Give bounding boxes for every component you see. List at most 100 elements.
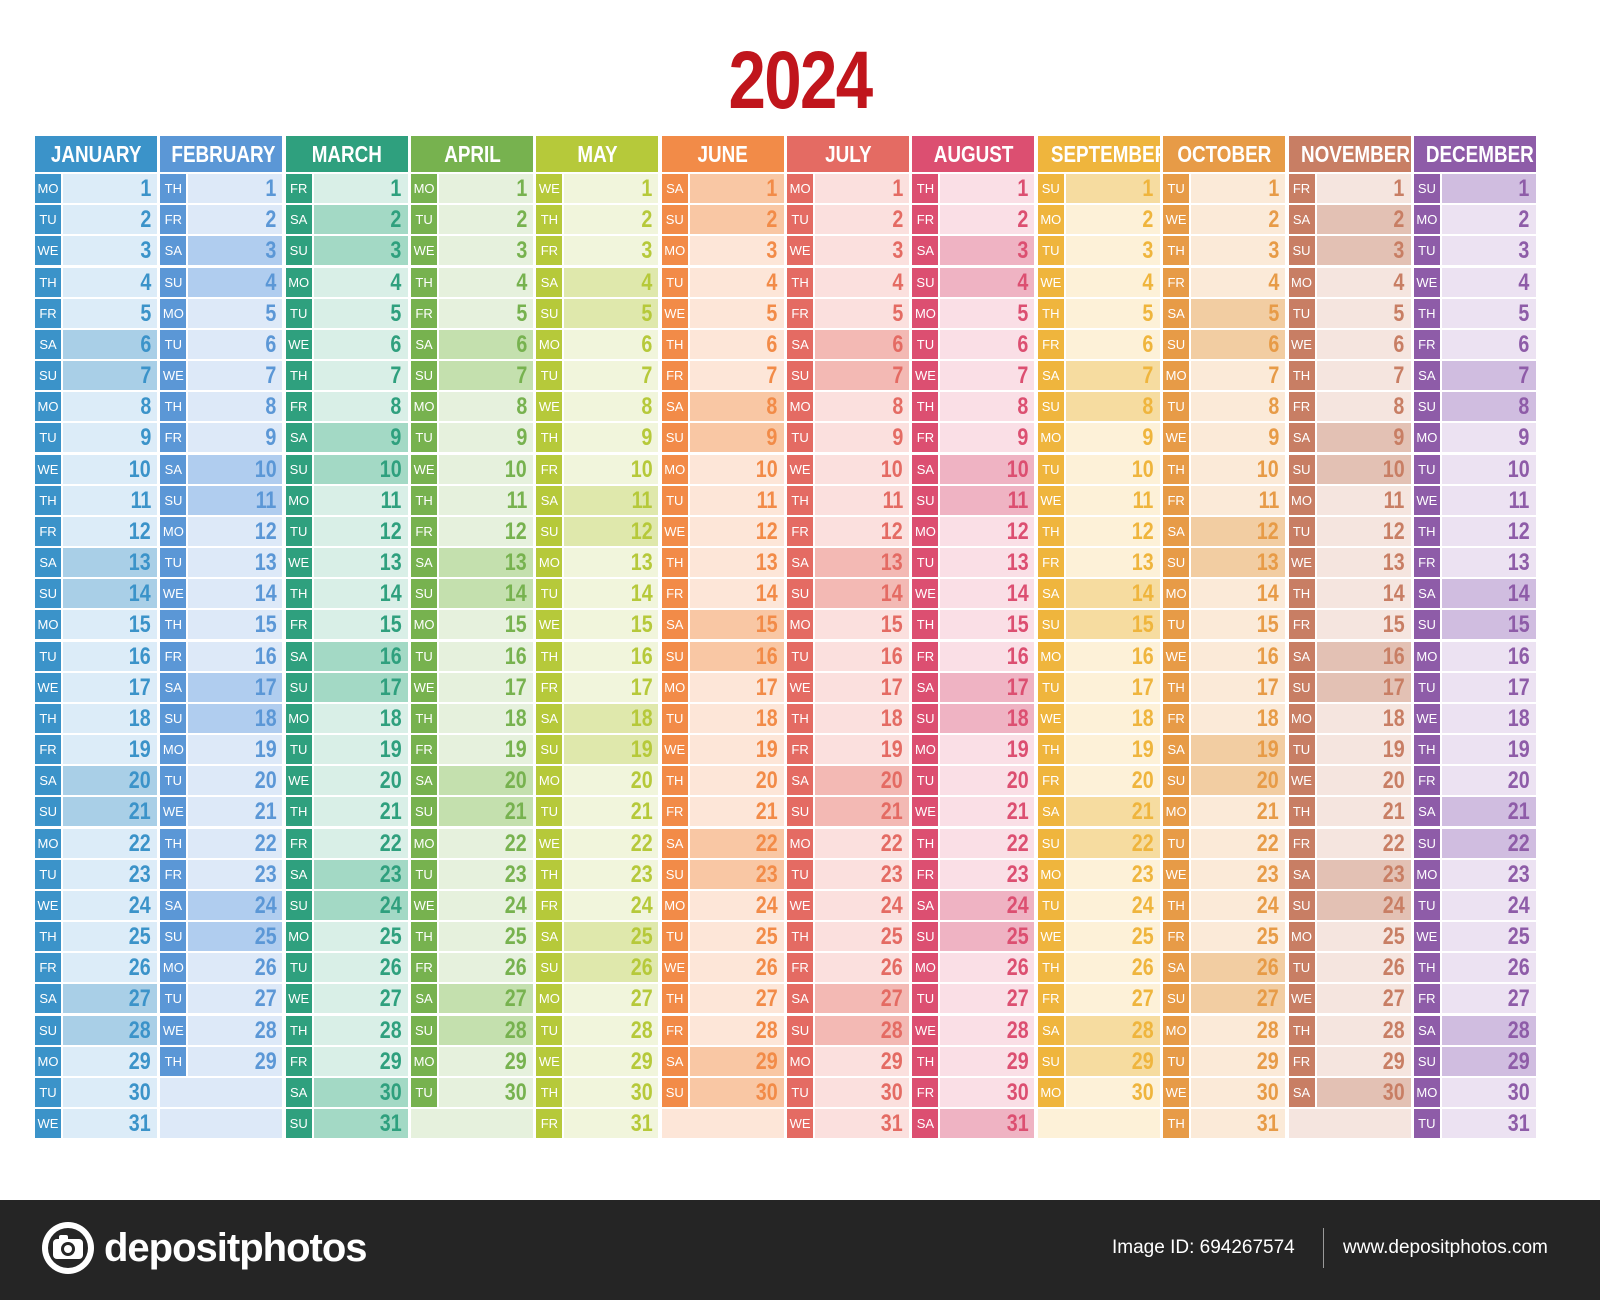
weekend-day-cell: 9	[313, 423, 408, 453]
weekday-label: TU	[411, 205, 438, 235]
day-row: MO 15	[411, 610, 534, 640]
day-row: SA 24	[912, 890, 1035, 920]
weekday-label: WE	[912, 579, 939, 609]
day-cell: 6	[313, 329, 408, 359]
day-cell: 17	[564, 672, 659, 702]
weekday-label: SA	[912, 672, 939, 702]
weekday-label: MO	[536, 766, 563, 796]
weekday-label: WE	[35, 672, 61, 702]
day-cell: 1	[1316, 174, 1411, 203]
day-cell: 23	[63, 859, 157, 889]
weekday-label: SU	[285, 890, 312, 920]
weekday-label: TH	[285, 579, 312, 609]
day-cell: 20	[1441, 766, 1536, 796]
weekday-label: MO	[411, 1046, 438, 1076]
day-number: 26	[505, 954, 528, 982]
weekday-label: TU	[661, 922, 688, 952]
weekday-label: SA	[661, 828, 688, 858]
day-number: 22	[1257, 829, 1280, 857]
calendar-year-title: 2024	[728, 35, 873, 126]
day-cell: 10	[1441, 454, 1536, 484]
weekday-label: SA	[411, 766, 438, 796]
day-number: 14	[254, 580, 277, 608]
day-number: 17	[1382, 673, 1405, 701]
day-row: TU 23	[411, 859, 534, 889]
month-column-august: AUGUST TH 1 FR 2 SA 3 SU 4 MO 5 TU 6 WE 7 TH 8 FR 9 SA 10 SU 1…	[912, 136, 1035, 1159]
day-number: 14	[505, 580, 528, 608]
day-row: FR 12	[35, 516, 157, 546]
day-row: TH 22	[912, 828, 1035, 858]
day-row: TH 1	[912, 174, 1035, 203]
weekday-label: SA	[1288, 1077, 1315, 1107]
site-url-link[interactable]: www.depositphotos.com	[1343, 1237, 1548, 1258]
day-number: 18	[755, 704, 778, 732]
day-number: 5	[140, 299, 151, 327]
day-number: 2	[1268, 206, 1280, 234]
day-row: TH 22	[160, 828, 283, 858]
day-number: 7	[140, 362, 151, 390]
month-header: MARCH	[285, 136, 408, 172]
weekend-day-cell: 31	[313, 1109, 408, 1139]
weekday-label: SA	[285, 859, 312, 889]
day-number: 4	[1268, 268, 1280, 296]
month-column-january: JANUARY MO 1 TU 2 WE 3 TH 4 FR 5 SA 6 SU 7 MO 8 TU 9 WE 10 TH…	[35, 136, 157, 1159]
weekday-label: FR	[661, 579, 688, 609]
weekend-day-cell: 2	[1316, 205, 1411, 235]
day-row: FR 20	[1413, 766, 1536, 796]
month-name: MAY	[577, 141, 618, 167]
weekday-label: FR	[1288, 1046, 1315, 1076]
day-number: 11	[1007, 486, 1029, 514]
day-cell: 1	[313, 174, 408, 203]
day-cell: 23	[564, 859, 659, 889]
weekday-label: WE	[661, 953, 688, 983]
day-number: 6	[516, 330, 528, 358]
day-number: 10	[505, 455, 528, 483]
day-cell: 31	[1441, 1109, 1536, 1139]
day-cell: 18	[63, 703, 157, 733]
day-number: 15	[1257, 611, 1280, 639]
day-number: 27	[1382, 985, 1405, 1013]
day-row: MO 6	[536, 329, 659, 359]
weekday-label: FR	[661, 1015, 688, 1045]
weekday-label: MO	[1037, 641, 1064, 671]
day-row: FR 19	[411, 735, 534, 765]
weekday-label: FR	[1288, 392, 1315, 422]
day-row: WE 29	[536, 1046, 659, 1076]
day-row: FR 1	[285, 174, 408, 203]
day-cell: 6	[564, 329, 659, 359]
weekday-label: WE	[536, 392, 563, 422]
day-row: SA 30	[1288, 1077, 1411, 1107]
weekday-label: SA	[1163, 953, 1190, 983]
day-row: TH 8	[160, 392, 283, 422]
day-cell: 18	[439, 703, 534, 733]
day-row: TU 10	[1413, 454, 1536, 484]
day-row: TH 18	[411, 703, 534, 733]
weekend-day-cell: 6	[1191, 329, 1286, 359]
day-cell: 30	[63, 1077, 157, 1107]
day-row: TH 7	[1288, 361, 1411, 391]
day-cell: 24	[1065, 890, 1160, 920]
weekday-label: SU	[160, 922, 187, 952]
day-row: TH 20	[661, 766, 784, 796]
weekend-day-cell: 25	[188, 922, 283, 952]
weekday-label: SA	[35, 329, 61, 359]
day-row: FR 29	[285, 1046, 408, 1076]
weekend-day-cell: 14	[63, 579, 157, 609]
weekday-label: SU	[35, 797, 61, 827]
day-number: 3	[641, 237, 653, 265]
day-row: MO 19	[912, 735, 1035, 765]
weekday-label: MO	[1413, 859, 1440, 889]
weekend-day-cell: 28	[439, 1015, 534, 1045]
day-number: 15	[129, 611, 151, 639]
day-row: SU 17	[1288, 672, 1411, 702]
day-number: 3	[1393, 237, 1405, 265]
day-number: 7	[641, 362, 653, 390]
weekend-day-cell: 4	[564, 267, 659, 297]
day-cell: 4	[1441, 267, 1536, 297]
day-row: WE 21	[912, 797, 1035, 827]
day-cell: 16	[564, 641, 659, 671]
day-cell: 12	[940, 516, 1035, 546]
weekday-label: FR	[411, 953, 438, 983]
day-row: FR 7	[661, 361, 784, 391]
day-row: FR 3	[536, 236, 659, 266]
